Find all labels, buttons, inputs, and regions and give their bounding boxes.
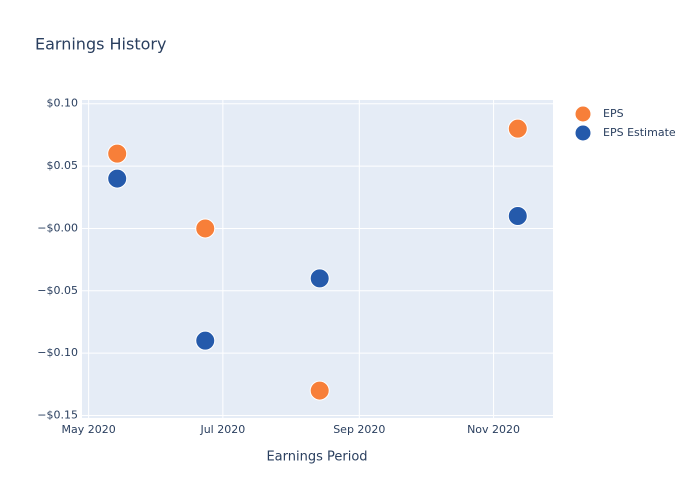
- chart-title: Earnings History: [35, 35, 166, 54]
- x-axis-label: Earnings Period: [266, 450, 367, 465]
- legend-label: EPS Estimate: [603, 126, 676, 139]
- point: [107, 168, 128, 189]
- point: [195, 330, 216, 351]
- plot-area: [82, 100, 553, 418]
- point: [507, 118, 528, 139]
- point: [309, 268, 330, 289]
- y-tick-label: $0.10: [47, 97, 79, 110]
- x-tick-label: Sep 2020: [333, 423, 385, 436]
- point: [107, 143, 128, 164]
- x-tick-label: Nov 2020: [467, 423, 520, 436]
- point: [507, 205, 528, 226]
- y-tick-label: $0.05: [47, 159, 79, 172]
- y-tick-label: −$0.10: [37, 346, 78, 359]
- legend-label: EPS: [603, 107, 624, 120]
- y-tick-label: −$0.15: [37, 409, 78, 422]
- legend-marker: [574, 105, 592, 123]
- x-tick-label: May 2020: [61, 423, 115, 436]
- y-tick-label: −$0.05: [37, 284, 78, 297]
- y-tick-label: −$0.00: [37, 221, 78, 234]
- legend-marker: [574, 124, 592, 142]
- point: [195, 218, 216, 239]
- x-tick-label: Jul 2020: [199, 423, 245, 436]
- point: [309, 380, 330, 401]
